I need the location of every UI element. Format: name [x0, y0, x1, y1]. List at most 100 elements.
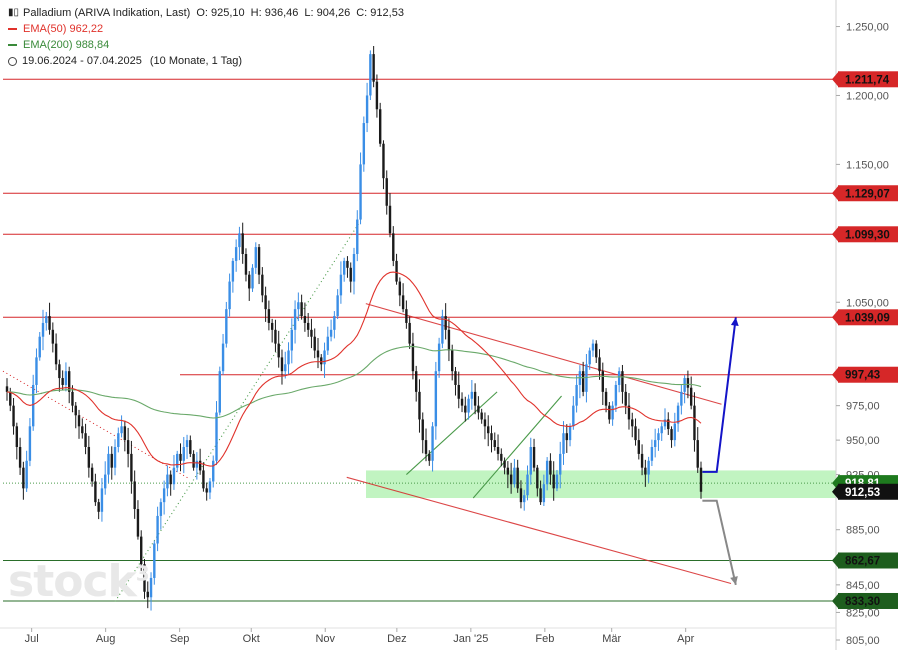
candle [35, 357, 38, 385]
candle [41, 322, 45, 337]
legend-period: (10 Monate, 1 Tag) [149, 55, 243, 67]
blue-arrow-line [702, 317, 737, 473]
last-price-label-bg [838, 483, 898, 500]
level-label-3-text: 1.039,09 [845, 312, 890, 324]
candle [650, 447, 654, 461]
candle [208, 481, 212, 493]
candle [631, 419, 634, 427]
candle [418, 391, 421, 420]
candle [431, 426, 434, 461]
x-tick-label: Okt [243, 633, 260, 645]
candle [329, 329, 333, 337]
candle [221, 343, 225, 372]
candle [117, 433, 120, 448]
candle [398, 281, 402, 296]
candle [231, 260, 235, 282]
candle [31, 384, 35, 427]
legend-low: L: 904,26 [304, 7, 351, 19]
candle [392, 233, 395, 261]
candle [673, 423, 677, 441]
candle [326, 336, 330, 351]
level-label-2-bg [838, 226, 898, 243]
candle [369, 54, 372, 96]
candle [77, 415, 81, 427]
candle [644, 467, 647, 475]
candle [385, 178, 388, 206]
level-label-2-pointer [832, 227, 838, 242]
candle [444, 316, 447, 330]
candle [104, 474, 107, 489]
candle [382, 143, 385, 179]
legend-close: C: 912,53 [356, 7, 404, 19]
candle [264, 295, 267, 310]
candle [284, 364, 287, 372]
legend-title: Palladium (ARIVA Indikation, Last) [23, 7, 191, 19]
candle [405, 309, 408, 323]
level-label-4-bg [838, 366, 898, 383]
candle [660, 426, 663, 434]
y-tick-label: 950,00 [846, 435, 880, 447]
last-price-label-text: 912,53 [845, 487, 880, 499]
candle [48, 316, 51, 330]
blue-arrow-head [730, 317, 739, 326]
candle [228, 281, 231, 310]
candle [467, 398, 470, 413]
candle [568, 426, 572, 441]
candle [483, 419, 487, 427]
candle [120, 426, 123, 434]
candle [477, 405, 480, 413]
candle [559, 453, 562, 475]
ema50-swatch [8, 28, 17, 30]
candle [107, 453, 110, 475]
candle [67, 371, 71, 392]
candle [575, 384, 578, 406]
candle [549, 460, 552, 475]
candle [680, 391, 683, 406]
candle [218, 371, 221, 413]
candle [159, 502, 163, 516]
legend-ema200-row[interactable]: EMA(200) 988,84 [8, 37, 404, 53]
candle [598, 357, 601, 372]
candle [313, 336, 316, 351]
candle [172, 467, 176, 485]
candle [51, 329, 55, 344]
y-tick-label: 845,00 [846, 580, 880, 592]
candle [647, 460, 650, 475]
candle [372, 54, 375, 82]
level-label-1-text: 1.129,07 [845, 188, 890, 200]
candle [601, 371, 604, 392]
candle [81, 426, 84, 434]
candle [352, 254, 356, 282]
candle [676, 405, 680, 424]
candle [356, 219, 359, 255]
x-tick-label: Sep [170, 633, 190, 645]
level-label-6-bg [838, 592, 898, 609]
candle [54, 343, 58, 365]
grey-arrow-line [702, 499, 737, 586]
y-tick-label: 805,00 [846, 635, 880, 647]
candle [516, 467, 519, 489]
legend-title-row: ▮▯ Palladium (ARIVA Indikation, Last) O:… [8, 5, 404, 21]
legend-ema50-row[interactable]: EMA(50) 962,22 [8, 21, 404, 37]
candle [565, 433, 568, 441]
y-tick-label: 1.050,00 [846, 297, 889, 309]
candle [123, 426, 127, 441]
candle [339, 274, 343, 296]
candle [640, 453, 644, 468]
candle [241, 233, 244, 255]
ema200-swatch [8, 44, 17, 46]
candle [22, 467, 25, 489]
candle [362, 123, 366, 165]
candle [634, 426, 637, 441]
candle [58, 364, 61, 379]
candle [156, 515, 159, 544]
candle [689, 387, 693, 406]
candle [506, 467, 510, 475]
candle [140, 536, 143, 565]
candle [153, 543, 156, 578]
candle [470, 391, 474, 399]
candle [342, 260, 346, 275]
candle [12, 405, 15, 427]
level-label-0-bg [838, 71, 898, 88]
